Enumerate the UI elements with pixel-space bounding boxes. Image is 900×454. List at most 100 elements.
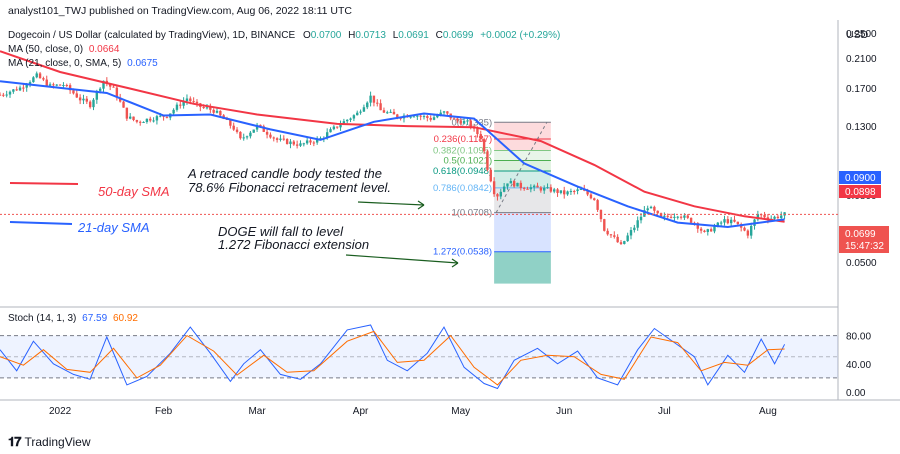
- candle-body: [743, 227, 746, 231]
- candle-body: [155, 116, 159, 121]
- candle-body: [780, 215, 783, 219]
- candle-body: [302, 143, 306, 145]
- candle-body: [262, 126, 265, 132]
- ma-badge-upper: 0.0900: [839, 171, 881, 184]
- candle-body: [192, 101, 195, 103]
- candle-body: [586, 190, 589, 195]
- candle-body: [686, 215, 689, 218]
- candle-body: [676, 216, 679, 218]
- candle-body: [699, 228, 703, 231]
- candle-body: [269, 134, 272, 138]
- candle-body: [496, 194, 499, 197]
- legend-symbol: Dogecoin / US Dollar (calculated by Trad…: [8, 30, 295, 41]
- candle-body: [88, 101, 92, 108]
- price-tick-label: 0.1700: [846, 84, 877, 95]
- candle-body: [18, 87, 22, 91]
- fib-zone: [494, 212, 551, 252]
- candle-body: [245, 136, 249, 138]
- candle-body: [709, 229, 713, 232]
- candle-body: [456, 118, 459, 121]
- stoch-tick-label: 0.00: [846, 388, 866, 399]
- candle-body: [723, 219, 726, 223]
- candle-body: [235, 129, 239, 132]
- candle-body: [102, 80, 105, 89]
- candle-body: [756, 214, 760, 220]
- ma50-line: [0, 50, 785, 223]
- candle-body: [773, 216, 776, 219]
- candle-body: [659, 213, 663, 217]
- fib-level-label: 0.382(0.1095): [433, 146, 492, 157]
- candle-body: [15, 89, 18, 91]
- candle-body: [563, 190, 566, 195]
- candle-body: [636, 220, 639, 228]
- candle-body: [649, 206, 653, 209]
- candle-body: [55, 84, 58, 86]
- fib-level-label: 0.5(0.1021): [444, 155, 493, 166]
- candle-body: [476, 127, 479, 135]
- candle-body: [719, 222, 723, 224]
- candle-body: [663, 215, 666, 217]
- candle-body: [656, 210, 659, 214]
- candle-body: [452, 118, 456, 120]
- candle-body: [589, 194, 593, 199]
- publisher-credit: analyst101_TWJ published on TradingView.…: [8, 5, 352, 17]
- sma50-annotation: 50-day SMA: [98, 184, 170, 199]
- candle-body: [502, 186, 506, 192]
- candle-body: [366, 102, 369, 108]
- legend-high-value: 0.0713: [355, 30, 386, 41]
- legend-ma21: MA (21, close, 0, SMA, 5) 0.0675: [8, 58, 158, 69]
- candle-body: [259, 124, 262, 127]
- candle-body: [195, 101, 199, 104]
- legend-change: +0.0002 (+0.29%): [480, 30, 560, 41]
- candle-body: [389, 111, 392, 113]
- candle-body: [305, 140, 309, 144]
- candle-body: [412, 116, 416, 118]
- candle-body: [0, 94, 2, 96]
- time-axis: 2022 Feb Mar Apr May Jun Jul Aug: [49, 406, 777, 417]
- candle-body: [462, 121, 466, 124]
- candle-body: [175, 104, 179, 110]
- candle-body: [713, 226, 716, 232]
- candle-body: [319, 138, 322, 140]
- candle-body: [95, 90, 99, 100]
- candle-body: [396, 114, 399, 118]
- candle-body: [62, 84, 65, 86]
- ma21-line: [0, 80, 785, 229]
- candle-body: [706, 229, 709, 232]
- candle-body: [8, 91, 12, 95]
- candle-body: [359, 111, 362, 113]
- candle-body: [98, 88, 102, 91]
- candle-body: [486, 151, 489, 170]
- candle-body: [646, 208, 649, 211]
- candle-body: [629, 230, 633, 236]
- candle-body: [299, 143, 302, 146]
- retrace-arrow: [357, 200, 425, 210]
- candle-body: [783, 212, 786, 216]
- candle-body: [339, 124, 342, 128]
- price-tick-label: 0.2100: [846, 54, 877, 65]
- candle-body: [349, 118, 352, 120]
- candle-body: [729, 219, 733, 224]
- candle-body: [576, 189, 579, 192]
- candle-body: [696, 223, 699, 229]
- stochastic-k-line: [0, 324, 786, 390]
- candle-body: [566, 191, 569, 195]
- time-tick-label: Mar: [248, 406, 266, 417]
- candle-body: [112, 86, 115, 88]
- fall-annotation-line1: DOGE will fall to level: [218, 224, 344, 239]
- price-tick-label: 0.2500: [846, 29, 877, 40]
- candle-body: [52, 84, 55, 86]
- candle-body: [683, 215, 686, 218]
- legend-stoch-d: 60.92: [113, 313, 138, 324]
- legend-open-value: 0.0700: [311, 30, 342, 41]
- candle-body: [122, 101, 125, 108]
- candle-body: [229, 119, 232, 126]
- candle-body: [152, 120, 155, 122]
- candle-body: [372, 95, 376, 103]
- candle-body: [202, 106, 205, 108]
- candle-body: [172, 109, 175, 114]
- candle-body: [616, 236, 619, 243]
- candle-body: [92, 99, 95, 108]
- candle-body: [609, 234, 613, 236]
